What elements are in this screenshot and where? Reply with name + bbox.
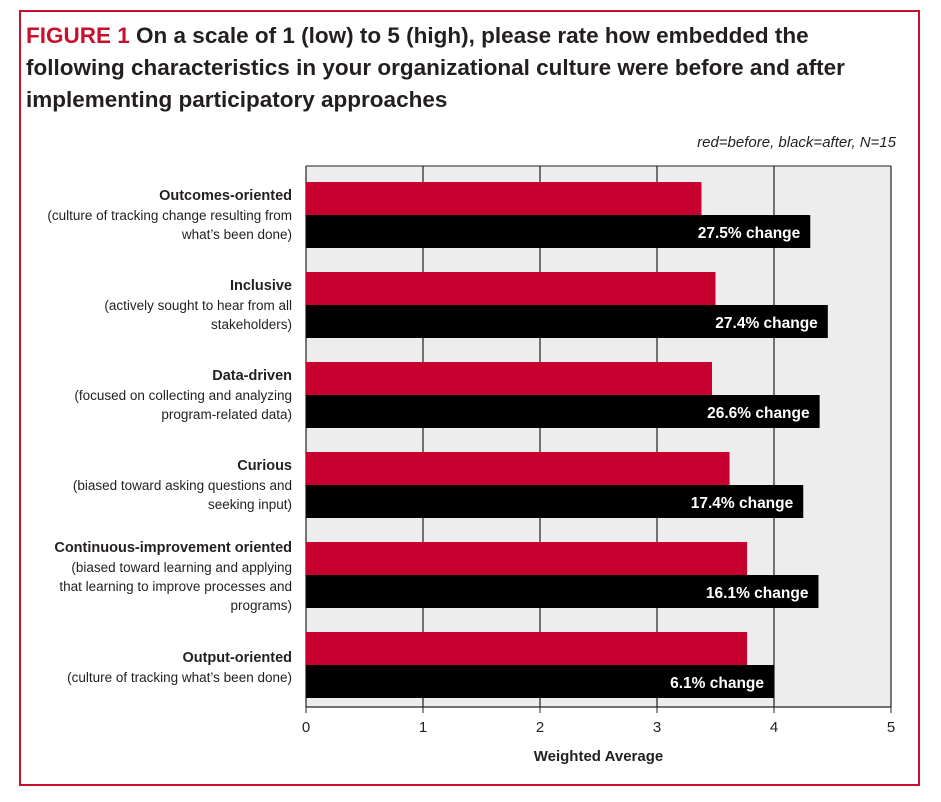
legend-note: red=before, black=after, N=15 <box>697 134 896 151</box>
category-name: Curious <box>237 458 292 474</box>
category-description: (culture of tracking what’s been done) <box>67 670 292 685</box>
category-name: Continuous-improvement oriented <box>54 540 292 556</box>
x-tick-label: 1 <box>419 719 427 736</box>
bar-after <box>306 485 804 518</box>
bar-after <box>306 575 819 608</box>
bar-after <box>306 395 820 428</box>
category-label: Curious (biased toward asking questions a… <box>42 456 292 514</box>
bar-before <box>306 272 716 305</box>
bar-before <box>306 632 748 665</box>
category-description: (biased toward learning and applying tha… <box>59 560 292 613</box>
category-name: Outcomes-oriented <box>159 188 292 204</box>
figure-label: FIGURE 1 <box>26 23 130 48</box>
category-description: (focused on collecting and analyzing pro… <box>74 388 292 422</box>
change-label: 27.4% change <box>715 315 818 332</box>
x-tick-label: 3 <box>653 719 661 736</box>
category-description: (actively sought to hear from all stakeh… <box>104 298 292 332</box>
category-name: Inclusive <box>229 278 292 294</box>
bar-after <box>306 305 828 338</box>
bar-before <box>306 182 702 215</box>
figure-frame <box>19 10 920 786</box>
x-tick-label: 0 <box>302 719 310 736</box>
category-label: Continuous-improvement oriented (biased … <box>52 538 292 615</box>
category-label: Outcomes-oriented (culture of tracking ch… <box>30 186 292 244</box>
category-label: Inclusive (actively sought to hear from a… <box>92 276 292 334</box>
plot-area <box>306 166 891 707</box>
change-label: 17.4% change <box>691 495 794 512</box>
change-label: 26.6% change <box>707 405 810 422</box>
figure-title: FIGURE 1 On a scale of 1 (low) to 5 (hig… <box>26 20 876 116</box>
category-label: Output-oriented (culture of tracking what… <box>30 648 292 687</box>
x-tick-label: 2 <box>536 719 544 736</box>
bar-before <box>306 362 712 395</box>
x-tick-label: 4 <box>770 719 778 736</box>
category-label: Data-driven (focused on collecting and an… <box>30 366 292 424</box>
category-description: (biased toward asking questions and seek… <box>72 478 292 512</box>
bar-before <box>306 452 730 485</box>
category-description: (culture of tracking change resulting fr… <box>47 208 292 242</box>
change-label: 16.1% change <box>706 585 809 602</box>
bar-after <box>306 665 774 698</box>
x-tick-label: 5 <box>887 719 895 736</box>
bar-before <box>306 542 748 575</box>
change-label: 27.5% change <box>698 225 801 242</box>
bar-after <box>306 215 811 248</box>
figure-question: On a scale of 1 (low) to 5 (high), pleas… <box>26 23 845 112</box>
change-label: 6.1% change <box>670 675 764 692</box>
x-axis-title: Weighted Average <box>534 748 663 765</box>
category-name: Data-driven <box>212 368 292 384</box>
category-name: Output-oriented <box>182 650 292 666</box>
